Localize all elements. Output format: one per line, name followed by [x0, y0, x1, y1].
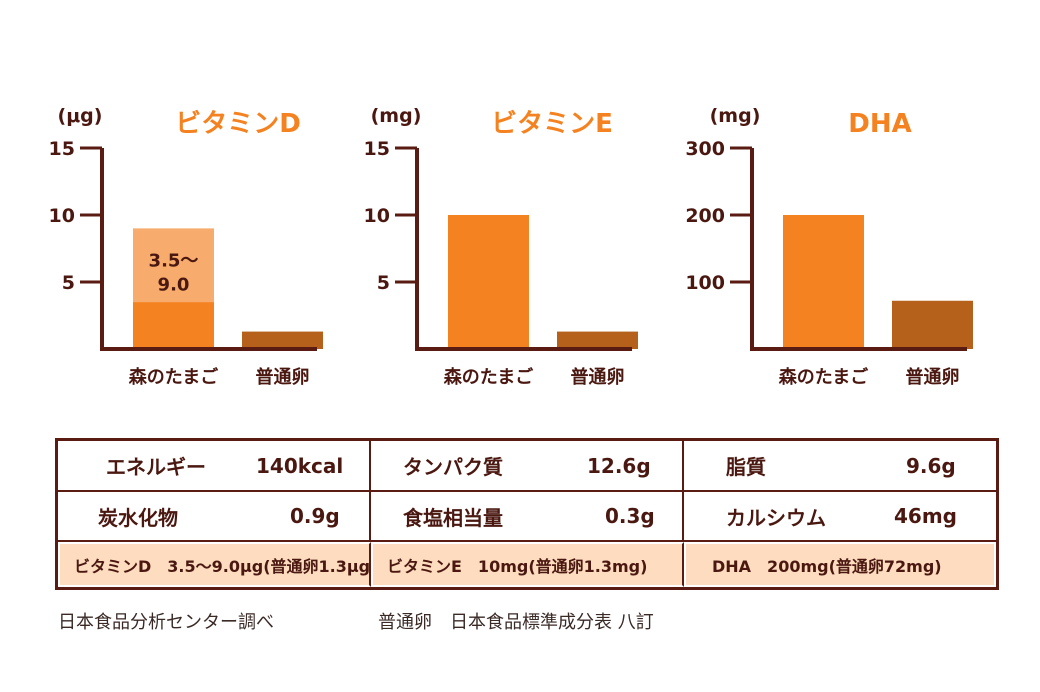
energy-label: エネルギー	[106, 455, 206, 479]
source-note-left: 日本食品分析センター調べ	[58, 612, 274, 633]
y-tick-label: 200	[685, 205, 725, 227]
table-cell-protein: タンパク質 12.6g	[371, 441, 684, 490]
y-tick-label: 10	[364, 205, 390, 227]
nutrition-bar-charts: (μg) ビタミンD 3.5〜 9.0 5 10 15 森のたまご 普通卵 (mg) ビタミンE 5 1…	[49, 105, 973, 388]
category-label: 森のたまご	[779, 366, 868, 388]
category-label: 森のたまご	[129, 366, 218, 388]
calcium-value: 46mg	[894, 504, 957, 528]
protein-value: 12.6g	[587, 453, 651, 478]
carbohydrate-label: 炭水化物	[98, 505, 178, 530]
y-tick-label: 5	[377, 272, 390, 294]
protein-label: タンパク質	[403, 455, 503, 479]
table-cell-energy: エネルギー 140kcal	[58, 441, 371, 490]
category-label: 森のたまご	[444, 366, 533, 388]
chart-unit-label: (μg)	[58, 105, 103, 127]
table-row: 炭水化物 0.9g 食塩相当量 0.3g カルシウム 46mg	[58, 492, 996, 542]
fat-value: 9.6g	[906, 453, 956, 478]
vitamin-e-summary: ビタミンE 10mg(普通卵1.3mg)	[387, 556, 648, 576]
dha-summary: DHA 200mg(普通卵72mg)	[712, 556, 942, 576]
carbohydrate-value: 0.9g	[290, 504, 340, 528]
y-tick-label: 10	[49, 205, 75, 227]
range-label-line1: 3.5〜	[149, 250, 199, 271]
y-tick-label: 15	[49, 138, 75, 160]
salt-label: 食塩相当量	[403, 505, 503, 530]
category-label: 普通卵	[906, 366, 960, 388]
y-tick-label: 300	[685, 138, 725, 160]
bar-forest-egg	[783, 215, 864, 349]
table-cell-carbohydrate: 炭水化物 0.9g	[58, 492, 371, 540]
chart-title: ビタミンD	[175, 109, 301, 139]
salt-value: 0.3g	[605, 504, 655, 528]
chart-title: ビタミンE	[491, 109, 613, 139]
table-cell-fat: 脂質 9.6g	[684, 441, 996, 490]
nutrition-table: エネルギー 140kcal タンパク質 12.6g 脂質 9.6g 炭水化物 0…	[55, 438, 999, 590]
table-cell-vitamin-e: ビタミンE 10mg(普通卵1.3mg)	[371, 542, 684, 587]
source-note-right: 普通卵 日本食品標準成分表 八訂	[378, 612, 654, 633]
table-row-highlight: ビタミンD 3.5〜9.0μg(普通卵1.3μg) ビタミンE 10mg(普通卵…	[58, 542, 996, 587]
y-tick-label: 5	[62, 272, 75, 294]
bar-ordinary-egg	[242, 331, 323, 349]
energy-value: 140kcal	[256, 453, 344, 478]
chart-unit-label: (mg)	[371, 105, 422, 127]
y-tick-label: 15	[364, 138, 390, 160]
range-label-line2: 9.0	[158, 274, 190, 295]
bar-forest-egg	[448, 215, 529, 349]
chart-unit-label: (mg)	[710, 105, 761, 127]
table-cell-vitamin-d: ビタミンD 3.5〜9.0μg(普通卵1.3μg)	[58, 542, 377, 587]
fat-label: 脂質	[726, 455, 766, 479]
y-tick-label: 100	[685, 272, 725, 294]
calcium-label: カルシウム	[726, 505, 826, 530]
range-bar-forest-egg	[133, 228, 214, 303]
category-label: 普通卵	[256, 366, 310, 388]
bar-ordinary-egg	[557, 331, 638, 349]
table-cell-calcium: カルシウム 46mg	[684, 492, 996, 540]
category-label: 普通卵	[571, 366, 625, 388]
chart-title: DHA	[848, 109, 911, 139]
bar-ordinary-egg	[892, 300, 973, 349]
bar-forest-egg	[133, 302, 214, 349]
vitamin-d-summary: ビタミンD 3.5〜9.0μg(普通卵1.3μg)	[74, 556, 378, 576]
table-cell-salt: 食塩相当量 0.3g	[371, 492, 684, 540]
table-row: エネルギー 140kcal タンパク質 12.6g 脂質 9.6g	[58, 441, 996, 492]
table-cell-dha: DHA 200mg(普通卵72mg)	[684, 542, 996, 587]
